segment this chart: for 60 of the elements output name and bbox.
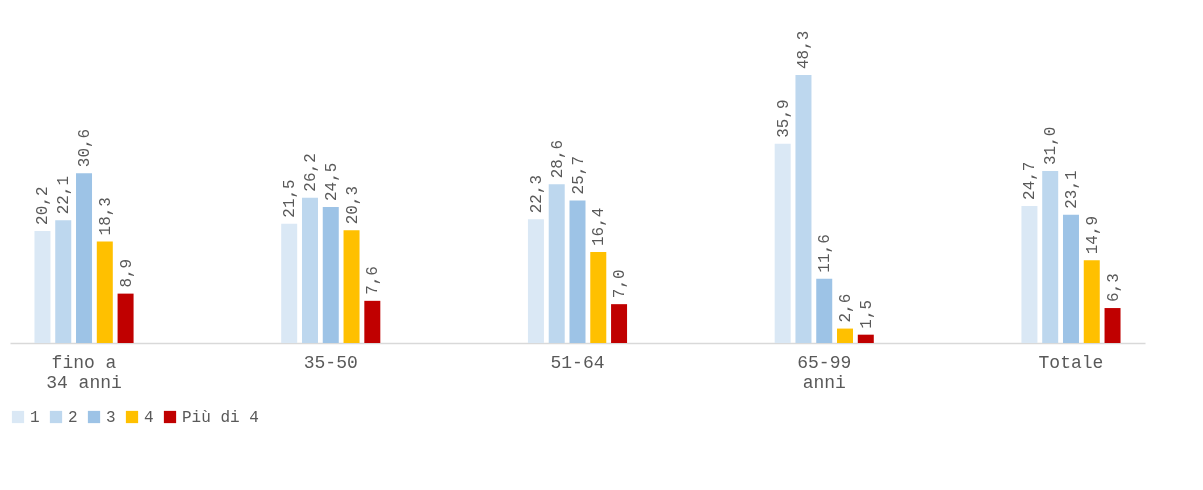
data-label: 35,9 [774,99,793,138]
bar [1104,308,1121,343]
bar [364,300,381,343]
data-label: 28,6 [548,139,567,179]
bar [55,220,72,343]
legend-label: 4 [144,409,154,427]
data-label: 21,5 [281,179,300,218]
bar [816,278,833,343]
bar [301,197,318,343]
data-label: 18,3 [96,197,115,236]
data-label: 48,3 [795,30,814,69]
bar [1021,205,1038,343]
data-label: 20,2 [34,186,53,225]
bar [1062,214,1079,343]
bar [34,230,51,343]
data-label: 25,7 [569,155,588,195]
x-tick-label: fino a 34 anni [46,352,122,393]
data-label: 26,2 [301,153,320,192]
data-label: 16,4 [590,207,609,246]
bar [76,173,93,343]
x-tick-label: Totale [1038,352,1104,373]
data-label: 30,6 [76,128,95,168]
bar [569,200,586,343]
data-label: 24,5 [322,162,341,202]
bar [1083,260,1100,343]
bar [96,241,113,343]
legend-label: Più di 4 [182,409,259,427]
data-label: 22,1 [55,175,74,215]
x-tick-label: 35-50 [303,352,358,373]
bar [527,219,544,343]
bar [611,304,628,343]
data-label: 6,3 [1104,273,1123,303]
x-tick-label: 65-99 anni [797,352,852,393]
bar [117,293,134,343]
data-label: 14,9 [1083,215,1102,255]
bar [1042,170,1059,343]
legend-label: 1 [30,409,40,427]
legend-label: 2 [68,409,78,427]
data-label: 31,0 [1042,126,1061,165]
data-label: 8,9 [117,258,136,288]
bar [548,184,565,343]
data-label: 24,7 [1021,161,1040,200]
data-label: 1,5 [857,299,876,329]
bar [837,328,854,343]
data-label: 20,3 [343,185,362,225]
bar [774,143,791,343]
bar [857,334,874,343]
bar [343,230,360,343]
data-label: 7,6 [364,266,383,295]
bar [281,223,298,343]
x-tick-label: 51-64 [550,352,605,373]
data-label: 23,1 [1062,170,1081,209]
bar [590,252,607,343]
bar [795,75,812,343]
data-label: 2,6 [837,293,856,323]
bar [322,207,339,343]
data-label: 7,0 [611,269,630,299]
data-label: 11,6 [816,234,835,273]
legend-label: 3 [106,409,116,427]
data-label: 22,3 [527,174,546,214]
